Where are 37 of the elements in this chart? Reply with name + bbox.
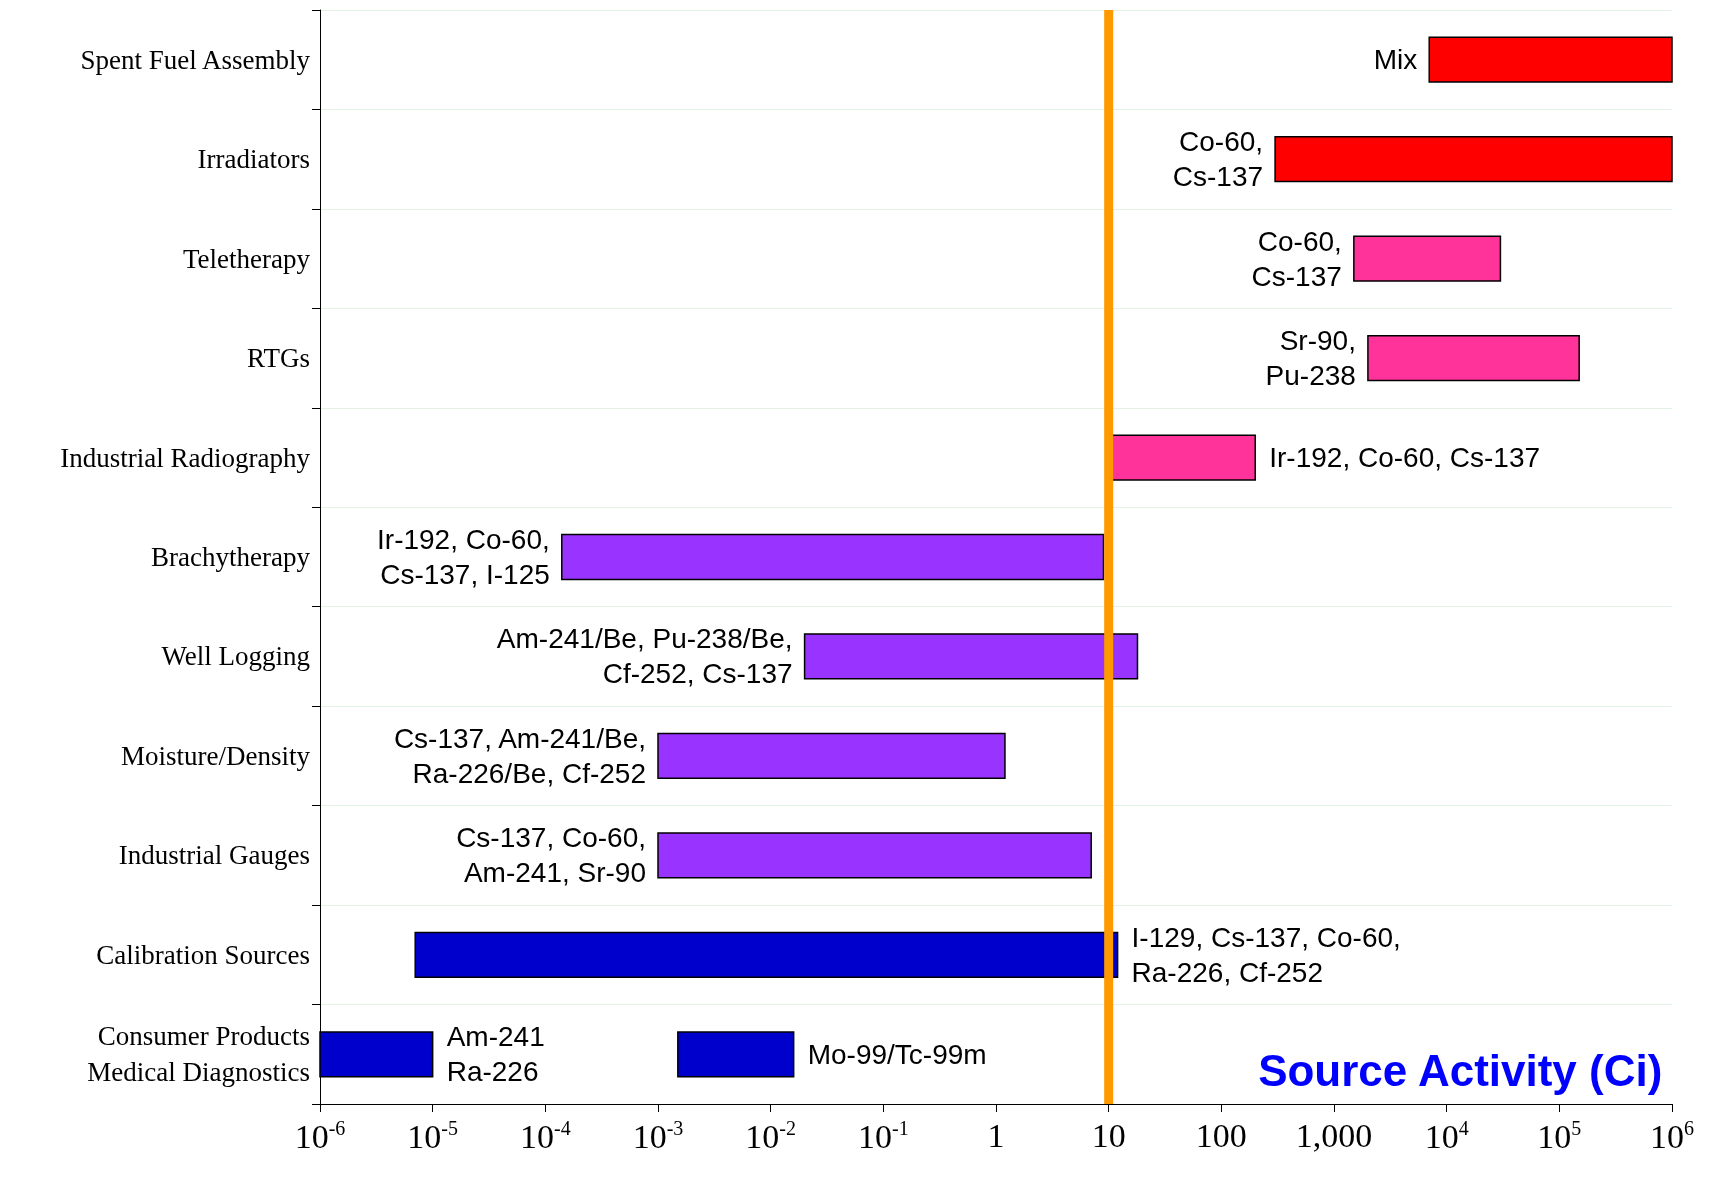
annotation: Am-241/Be, Pu-238/Be, Cf-252, Cs-137 <box>496 623 793 690</box>
annotation: Mix <box>1373 44 1418 76</box>
y-tick-label: Irradiators <box>197 144 310 175</box>
y-tick-label: Well Logging <box>161 641 310 672</box>
y-tick-label: Teletherapy <box>182 243 311 274</box>
x-tick-label: 1,000 <box>1295 1116 1373 1154</box>
bar <box>657 832 1092 879</box>
x-tick-label: 1 <box>987 1116 1005 1154</box>
annotation: Sr-90, Pu-238 <box>1265 325 1356 392</box>
x-tick-label: 100 <box>1195 1116 1247 1154</box>
y-tick-label: Industrial Gauges <box>118 840 310 871</box>
bar <box>657 732 1006 780</box>
x-axis-title: Source Activity (Ci) <box>1258 1045 1663 1095</box>
annotation: Cs-137, Co-60, Am-241, Sr-90 <box>456 822 646 889</box>
bar <box>1274 136 1673 183</box>
annotation: Am-241 Ra-226 <box>446 1021 545 1088</box>
y-tick-label: Industrial Radiography <box>60 442 311 473</box>
bar <box>1367 334 1580 382</box>
annotation: Cs-137, Am-241/Be, Ra-226/Be, Cf-252 <box>393 722 646 789</box>
y-tick-label: Spent Fuel Assembly <box>80 44 311 75</box>
annotation: Ir-192, Co-60, Cs-137 <box>1269 442 1541 474</box>
annotation: Ir-192, Co-60, Cs-137, I-125 <box>377 524 550 590</box>
y-tick-label: Consumer Products Medical Diagnostics <box>87 1021 310 1088</box>
y-tick-label: Moisture/Density <box>121 740 311 771</box>
y-tick-label: RTGs <box>247 343 310 374</box>
bar <box>1428 36 1673 83</box>
y-tick-label: Brachytherapy <box>151 542 311 572</box>
bar <box>1353 235 1502 282</box>
bar <box>677 1031 795 1078</box>
annotation: Co-60, Cs-137 <box>1172 126 1264 193</box>
x-tick-label: 10 <box>1091 1116 1126 1154</box>
annotation: Mo-99/Tc-99m <box>807 1038 987 1070</box>
bar <box>803 633 1139 680</box>
annotation: I-129, Cs-137, Co-60, Ra-226, Cf-252 <box>1131 921 1401 988</box>
bar <box>561 533 1105 581</box>
annotation: Co-60, Cs-137 <box>1251 225 1342 292</box>
y-tick-label: Calibration Sources <box>96 939 310 970</box>
